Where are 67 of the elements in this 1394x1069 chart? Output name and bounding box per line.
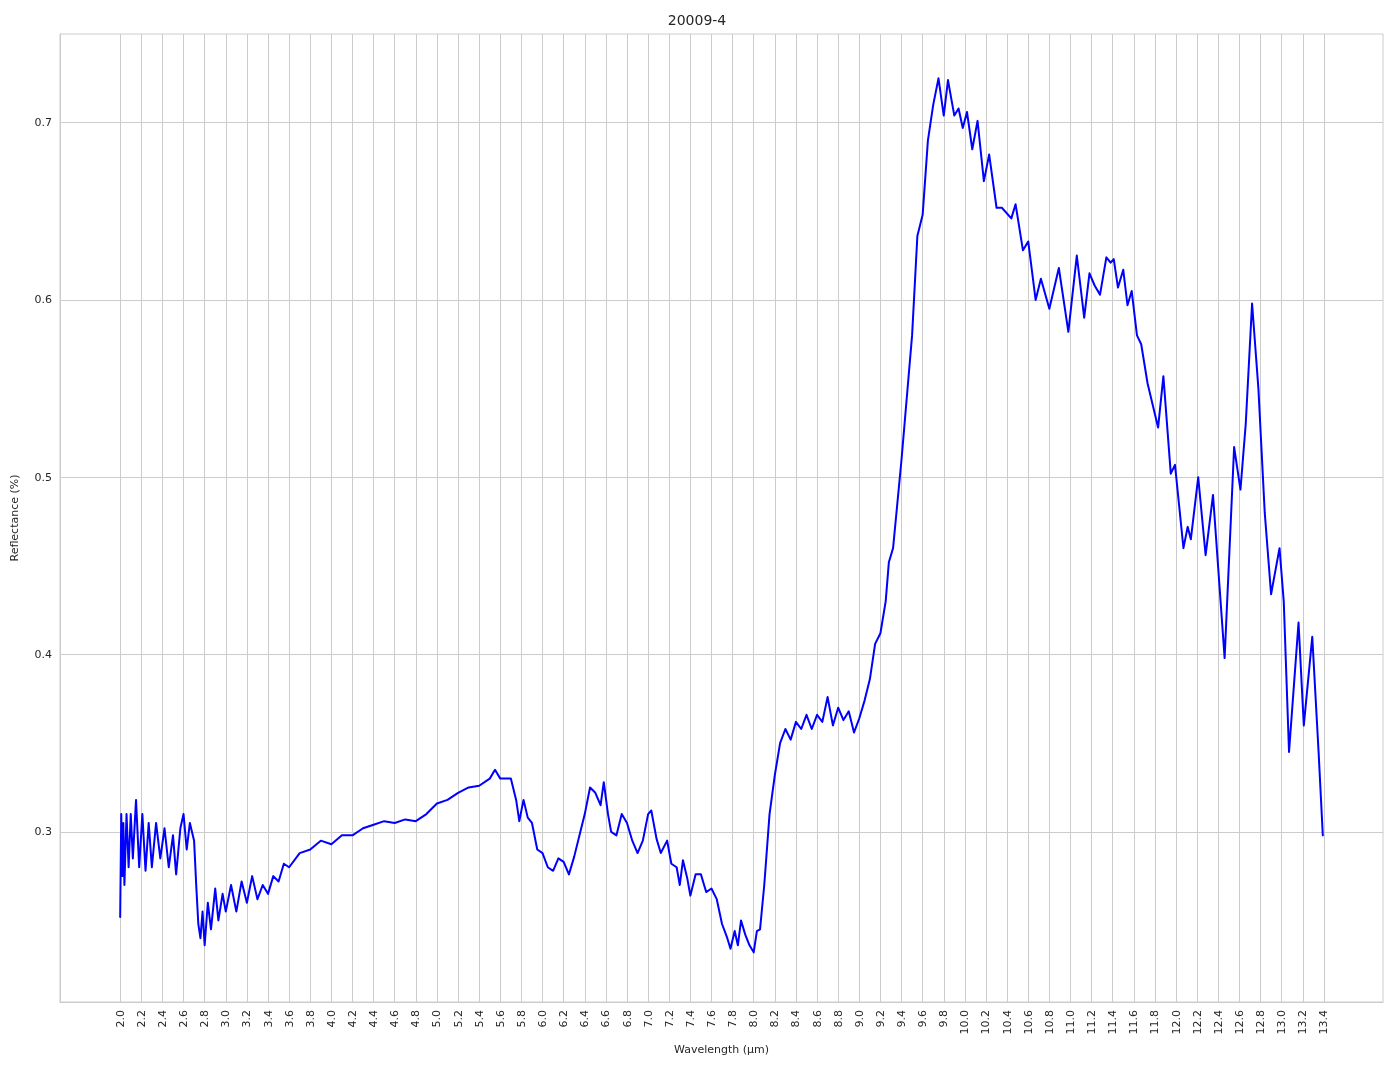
x-tick-label: 13.0 [1275, 1010, 1289, 1035]
x-tick-label: 10.6 [1021, 1010, 1035, 1035]
x-tick-label: 4.0 [324, 1010, 338, 1028]
x-tick-label: 8.8 [831, 1010, 845, 1028]
y-axis-title: Reflectance (%) [8, 474, 21, 562]
x-tick-label: 7.8 [726, 1010, 740, 1028]
x-tick-label: 5.2 [451, 1010, 465, 1028]
chart-title: 20009-4 [667, 12, 727, 28]
x-tick-label: 11.4 [1106, 1010, 1120, 1035]
x-tick-label: 3.6 [282, 1010, 296, 1028]
x-tick-label: 6.8 [620, 1010, 634, 1028]
x-tick-label: 11.6 [1127, 1010, 1141, 1035]
x-tick-label: 5.0 [430, 1010, 444, 1028]
x-tick-label: 6.2 [557, 1010, 571, 1028]
x-axis-title: Wavelength (µm) [673, 1043, 770, 1056]
x-tick-label: 5.4 [472, 1010, 486, 1028]
x-tick-label: 2.2 [134, 1010, 148, 1028]
x-tick-label: 3.2 [240, 1010, 254, 1028]
x-tick-label: 11.8 [1148, 1010, 1162, 1035]
x-tick-label: 7.6 [704, 1010, 718, 1028]
x-tick-label: 10.0 [958, 1010, 972, 1035]
x-tick-label: 4.8 [409, 1010, 423, 1028]
line-series [119, 77, 1324, 954]
x-tick-label: 9.2 [873, 1010, 887, 1028]
x-tick-label: 9.4 [895, 1010, 909, 1028]
x-tick-label: 3.8 [303, 1010, 317, 1028]
x-tick-label: 2.6 [177, 1010, 191, 1028]
x-tick-label: 12.6 [1232, 1010, 1246, 1035]
x-tick-label: 2.4 [155, 1010, 169, 1028]
x-tick-label: 12.2 [1190, 1010, 1204, 1035]
x-tick-label: 8.6 [810, 1010, 824, 1028]
x-tick-label: 5.6 [493, 1010, 507, 1028]
x-tick-label: 13.4 [1317, 1010, 1331, 1035]
x-tick-label: 10.2 [979, 1010, 993, 1035]
y-tick-label: 0.3 [34, 825, 52, 839]
x-tick-label: 4.2 [345, 1010, 359, 1028]
x-tick-label: 7.2 [662, 1010, 676, 1028]
x-tick-label: 8.0 [747, 1010, 761, 1028]
x-tick-label: 8.2 [768, 1010, 782, 1028]
x-tick-label: 12.4 [1211, 1010, 1225, 1035]
x-tick-label: 13.2 [1296, 1010, 1310, 1035]
y-tick-label: 0.7 [34, 116, 52, 130]
y-tick-label: 0.6 [34, 293, 52, 307]
x-tick-label: 7.4 [683, 1010, 697, 1028]
x-tick-label: 9.8 [937, 1010, 951, 1028]
x-tick-label: 6.6 [599, 1010, 613, 1028]
x-tick-label: 2.0 [113, 1010, 127, 1028]
x-tick-label: 3.0 [219, 1010, 233, 1028]
y-tick-label: 0.5 [34, 470, 52, 484]
x-tick-label: 9.6 [916, 1010, 930, 1028]
x-tick-label: 6.4 [578, 1010, 592, 1028]
x-tick-label: 12.0 [1169, 1010, 1183, 1035]
x-tick-label: 9.0 [852, 1010, 866, 1028]
x-tick-label: 2.8 [198, 1010, 212, 1028]
x-tick-label: 6.0 [536, 1010, 550, 1028]
x-tick-label: 10.8 [1042, 1010, 1056, 1035]
y-tick-label: 0.4 [34, 648, 52, 662]
x-tick-label: 4.4 [367, 1010, 381, 1028]
x-tick-label: 3.4 [261, 1010, 275, 1028]
x-tick-label: 12.8 [1254, 1010, 1268, 1035]
x-tick-label: 5.8 [514, 1010, 528, 1028]
x-tick-label: 4.6 [388, 1010, 402, 1028]
x-tick-label: 11.2 [1085, 1010, 1099, 1035]
x-tick-label: 10.4 [1000, 1010, 1014, 1035]
x-tick-label: 7.0 [641, 1010, 655, 1028]
x-tick-label: 8.4 [789, 1010, 803, 1028]
x-tick-label: 11.0 [1063, 1010, 1077, 1035]
